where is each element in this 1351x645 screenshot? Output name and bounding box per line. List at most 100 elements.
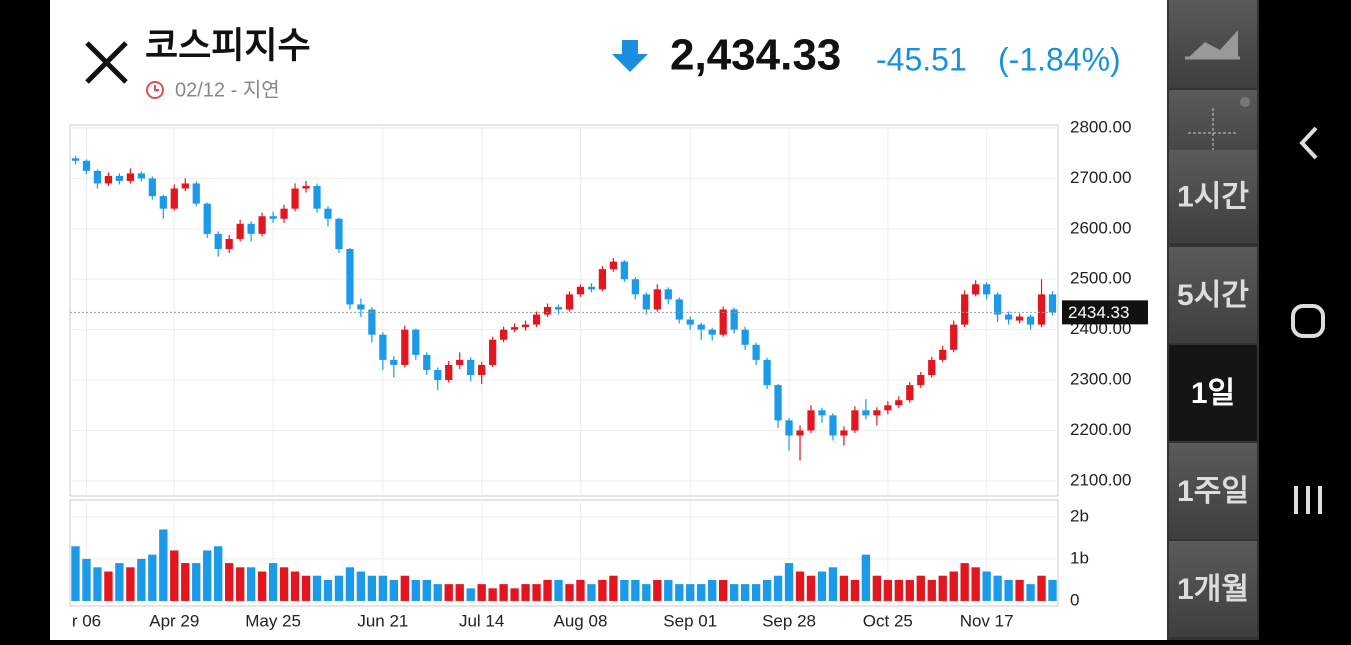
volume-bar [751, 584, 761, 601]
volume-bar [246, 567, 256, 601]
candle-body [675, 299, 683, 320]
volume-bar [115, 563, 124, 601]
volume-tick-label: 0 [1070, 590, 1079, 609]
volume-bar [905, 579, 914, 601]
volume-bar [576, 579, 585, 601]
candle-body [653, 289, 661, 310]
volume-bar [323, 579, 333, 601]
candle-body [510, 327, 519, 330]
volume-bar [850, 579, 860, 601]
candle-body [554, 306, 563, 310]
volume-bar [938, 575, 947, 601]
candle-body [115, 175, 124, 181]
volume-bar [631, 579, 640, 601]
volume-bar [257, 571, 267, 601]
candle-body [82, 160, 91, 171]
interval-button[interactable] [1169, 443, 1257, 539]
volume-bar [740, 584, 750, 601]
interval-label: 1시간 [1177, 180, 1249, 213]
chart-type-button[interactable] [1169, 0, 1257, 88]
volume-bar [949, 571, 958, 601]
x-tick-label: Jun 21 [357, 611, 408, 630]
volume-bar [598, 579, 607, 601]
candle-body [928, 359, 936, 376]
candle-body [313, 185, 321, 209]
volume-bar [719, 579, 728, 601]
volume-bar [268, 563, 278, 601]
volume-bar [686, 584, 695, 601]
change-pct: (-1.84%) [998, 41, 1121, 77]
candle-body [708, 329, 716, 335]
volume-bar [356, 571, 366, 601]
candle-body [126, 173, 135, 181]
candle-body [258, 216, 266, 234]
candle-body [521, 324, 530, 328]
home-icon[interactable] [1291, 304, 1325, 338]
candle-body [181, 183, 189, 189]
back-icon[interactable] [1299, 126, 1318, 160]
candle-body [829, 415, 837, 436]
candle-body [818, 410, 826, 416]
volume-bar [301, 575, 311, 601]
volume-bar [477, 584, 486, 601]
candle-body [587, 286, 596, 290]
candle-body [346, 249, 354, 305]
x-tick-label: r 06 [72, 611, 101, 630]
y-tick-label: 2100.00 [1070, 470, 1131, 489]
candle-body [895, 400, 903, 406]
volume-bar [927, 579, 936, 601]
volume-bar [126, 567, 135, 601]
volume-bar [861, 554, 871, 601]
volume-bar [565, 584, 574, 601]
candle-body [368, 309, 376, 335]
candle-body [1037, 294, 1046, 325]
volume-bar [872, 575, 882, 601]
last-price-box [1062, 300, 1148, 325]
candle-body [741, 329, 749, 345]
interval-button[interactable] [1169, 541, 1257, 637]
volume-bar [148, 554, 157, 601]
interval-button[interactable] [1169, 247, 1257, 343]
candle-body [280, 208, 288, 219]
volume-bar [192, 563, 201, 601]
candle-body [93, 170, 102, 184]
volume-bar [620, 579, 629, 601]
volume-bar [729, 584, 739, 601]
interval-label: 5시간 [1177, 279, 1249, 312]
candle-body [532, 314, 541, 325]
recents-icon[interactable] [1294, 486, 1322, 514]
volume-tick-label: 2b [1070, 506, 1089, 525]
volume-bar [554, 579, 563, 601]
candle-body [148, 178, 156, 197]
candle-body [236, 223, 244, 239]
candle-body [543, 306, 552, 315]
interval-button[interactable] [1169, 345, 1257, 441]
volume-bar [806, 575, 816, 601]
candle-body [357, 304, 365, 310]
volume-bar [71, 546, 80, 601]
close-button[interactable] [85, 41, 128, 84]
candle-body [631, 279, 639, 295]
candle-body [379, 334, 387, 360]
candle-body [697, 324, 705, 330]
volume-bar [982, 571, 991, 601]
interval-button[interactable] [1169, 150, 1257, 243]
candle-body [390, 359, 398, 365]
candle-body [884, 405, 892, 411]
volume-bar [543, 579, 552, 601]
volume-bar [159, 529, 168, 601]
volume-bar [1015, 579, 1024, 601]
candle-body [434, 369, 442, 381]
candle-body [774, 385, 782, 421]
candle-body [489, 339, 497, 365]
volume-bar [653, 579, 662, 601]
candle-body [961, 294, 969, 325]
nav-bar [1291, 126, 1325, 514]
volume-bar [675, 584, 684, 601]
candle-body [972, 284, 980, 295]
candle-body [71, 158, 80, 161]
candle-body [423, 354, 431, 370]
volume-bar [883, 579, 893, 601]
x-tick-label: Sep 28 [762, 611, 816, 630]
